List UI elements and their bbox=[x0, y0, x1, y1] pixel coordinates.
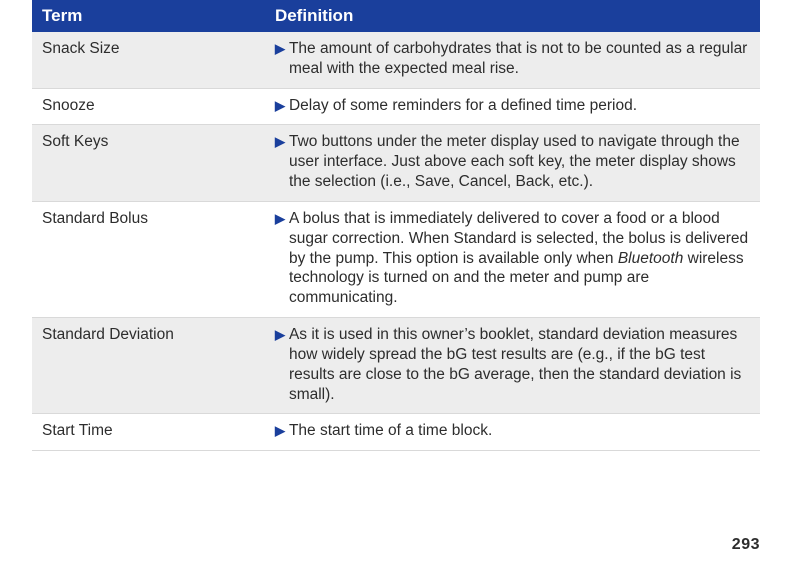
page: Term Definition Snack Size▶The amount of… bbox=[0, 0, 792, 570]
term-cell: Snack Size bbox=[32, 32, 265, 88]
header-term: Term bbox=[32, 0, 265, 32]
definition-wrap: ▶As it is used in this owner’s booklet, … bbox=[275, 325, 750, 404]
definition-text: Delay of some reminders for a defined ti… bbox=[289, 96, 750, 116]
table-row: Standard Bolus▶A bolus that is immediate… bbox=[32, 201, 760, 317]
definition-cell: ▶Two buttons under the meter display use… bbox=[265, 125, 760, 201]
term-cell: Start Time bbox=[32, 414, 265, 451]
table-row: Standard Deviation▶As it is used in this… bbox=[32, 318, 760, 414]
definition-wrap: ▶The amount of carbohydrates that is not… bbox=[275, 39, 750, 79]
term-cell: Snooze bbox=[32, 88, 265, 125]
triangle-bullet-icon: ▶ bbox=[275, 39, 285, 79]
term-cell: Standard Deviation bbox=[32, 318, 265, 414]
definition-text: A bolus that is immediately delivered to… bbox=[289, 209, 750, 308]
definition-cell: ▶The start time of a time block. bbox=[265, 414, 760, 451]
table-row: Soft Keys▶Two buttons under the meter di… bbox=[32, 125, 760, 201]
table-row: Snooze ▶Delay of some reminders for a def… bbox=[32, 88, 760, 125]
triangle-bullet-icon: ▶ bbox=[275, 96, 285, 116]
definition-cell: ▶Delay of some reminders for a defined t… bbox=[265, 88, 760, 125]
definition-wrap: ▶The start time of a time block. bbox=[275, 421, 750, 441]
definition-text: Two buttons under the meter display used… bbox=[289, 132, 750, 191]
glossary-table: Term Definition Snack Size▶The amount of… bbox=[32, 0, 760, 451]
header-definition: Definition bbox=[265, 0, 760, 32]
table-row: Snack Size▶The amount of carbohydrates t… bbox=[32, 32, 760, 88]
table-header-row: Term Definition bbox=[32, 0, 760, 32]
term-cell: Standard Bolus bbox=[32, 201, 265, 317]
triangle-bullet-icon: ▶ bbox=[275, 132, 285, 191]
term-cell: Soft Keys bbox=[32, 125, 265, 201]
triangle-bullet-icon: ▶ bbox=[275, 325, 285, 404]
definition-text: The start time of a time block. bbox=[289, 421, 750, 441]
definition-cell: ▶As it is used in this owner’s booklet, … bbox=[265, 318, 760, 414]
triangle-bullet-icon: ▶ bbox=[275, 421, 285, 441]
definition-wrap: ▶A bolus that is immediately delivered t… bbox=[275, 209, 750, 308]
definition-cell: ▶A bolus that is immediately delivered t… bbox=[265, 201, 760, 317]
table-body: Snack Size▶The amount of carbohydrates t… bbox=[32, 32, 760, 451]
definition-wrap: ▶Delay of some reminders for a defined t… bbox=[275, 96, 750, 116]
page-number: 293 bbox=[732, 536, 760, 554]
definition-wrap: ▶Two buttons under the meter display use… bbox=[275, 132, 750, 191]
triangle-bullet-icon: ▶ bbox=[275, 209, 285, 308]
table-row: Start Time ▶The start time of a time bloc… bbox=[32, 414, 760, 451]
definition-cell: ▶The amount of carbohydrates that is not… bbox=[265, 32, 760, 88]
definition-text: As it is used in this owner’s booklet, s… bbox=[289, 325, 750, 404]
definition-text: The amount of carbohydrates that is not … bbox=[289, 39, 750, 79]
